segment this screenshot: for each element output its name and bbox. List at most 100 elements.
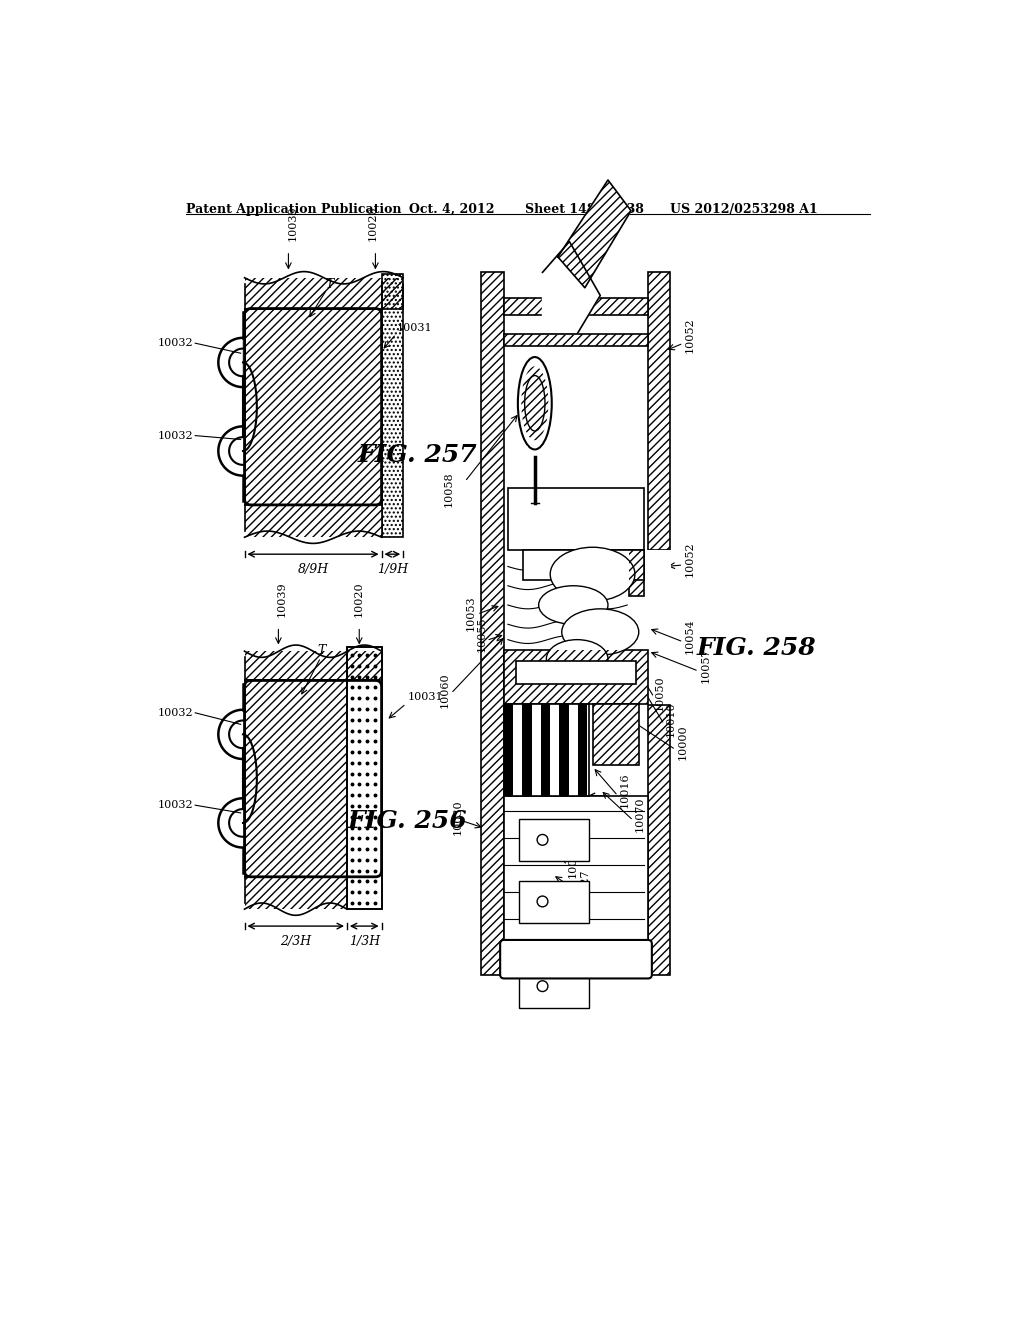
Bar [519, 880, 589, 923]
Bar [481, 272, 504, 974]
Bar [508, 488, 644, 549]
Bar [504, 649, 648, 704]
Polygon shape [558, 180, 631, 288]
Text: FIG. 257: FIG. 257 [357, 444, 477, 467]
Bar [629, 549, 644, 595]
Bar [504, 298, 648, 314]
Bar [504, 334, 648, 346]
Bar [245, 681, 347, 876]
Bar [245, 277, 403, 309]
Text: Patent Application Publication: Patent Application Publication [186, 203, 401, 216]
Text: 1/9H: 1/9H [377, 564, 408, 577]
Circle shape [538, 834, 548, 845]
Bar [481, 272, 504, 974]
Bar [519, 965, 589, 1007]
Text: 10052: 10052 [685, 541, 695, 577]
Bar [593, 704, 639, 766]
Bar [523, 549, 644, 581]
Bar [559, 704, 568, 796]
Text: 10039: 10039 [276, 581, 287, 616]
Ellipse shape [524, 376, 545, 432]
Text: 10070: 10070 [635, 797, 645, 832]
Text: 10057: 10057 [700, 647, 711, 682]
Ellipse shape [550, 548, 635, 601]
Bar [504, 298, 648, 314]
Text: 10016: 10016 [620, 772, 630, 808]
Text: 10030: 10030 [453, 799, 463, 834]
Bar [648, 272, 670, 549]
Bar [648, 705, 670, 974]
Ellipse shape [547, 640, 608, 678]
Text: 2/3H: 2/3H [281, 936, 311, 948]
Bar [513, 704, 522, 796]
Text: 10000: 10000 [677, 725, 687, 760]
Text: T: T [317, 644, 326, 656]
Text: 10039: 10039 [288, 205, 297, 240]
Text: FIG. 258: FIG. 258 [696, 636, 816, 660]
Bar [382, 275, 403, 537]
Bar [504, 649, 648, 704]
Text: 10053: 10053 [466, 595, 475, 631]
Bar [646, 549, 671, 595]
Bar [245, 651, 382, 681]
Circle shape [538, 981, 548, 991]
Text: 10032: 10032 [158, 800, 194, 810]
Text: 10052: 10052 [685, 318, 695, 354]
Circle shape [538, 896, 548, 907]
Bar [245, 876, 347, 909]
Bar [541, 704, 550, 796]
Bar [504, 796, 648, 974]
Bar [648, 705, 670, 974]
Bar [347, 647, 382, 909]
Text: 10020: 10020 [353, 581, 364, 616]
Bar [245, 309, 382, 506]
Bar [504, 704, 589, 796]
Text: 10031: 10031 [408, 693, 443, 702]
Text: 10032: 10032 [158, 338, 194, 348]
Bar [245, 876, 347, 909]
Polygon shape [543, 242, 600, 334]
Text: 10032: 10032 [158, 430, 194, 441]
Text: 10032: 10032 [158, 708, 194, 718]
Text: 10056: 10056 [508, 727, 518, 763]
Text: 10040: 10040 [568, 843, 578, 878]
FancyBboxPatch shape [500, 940, 652, 978]
Text: 10058: 10058 [444, 471, 454, 507]
Text: 10020: 10020 [368, 205, 378, 240]
Bar [522, 704, 531, 796]
Bar [245, 651, 382, 681]
Text: T: T [326, 277, 334, 290]
Bar [347, 647, 382, 909]
Ellipse shape [518, 358, 552, 450]
Bar [245, 504, 382, 537]
Bar [245, 309, 382, 506]
Text: 10055: 10055 [477, 616, 487, 652]
Text: 1/3H: 1/3H [349, 936, 380, 948]
Text: 8/9H: 8/9H [298, 564, 329, 577]
Bar [629, 549, 644, 595]
Text: 10050: 10050 [654, 676, 665, 711]
Text: US 2012/0253298 A1: US 2012/0253298 A1 [670, 203, 817, 216]
Bar [504, 334, 648, 346]
Bar [504, 704, 513, 796]
Text: 10060: 10060 [440, 672, 451, 708]
Bar [519, 818, 589, 862]
Bar [648, 272, 670, 549]
Bar [245, 504, 382, 537]
Text: Sheet 148 of 238: Sheet 148 of 238 [524, 203, 644, 216]
Bar [382, 275, 403, 537]
Text: 10027: 10027 [580, 869, 590, 904]
Bar [593, 704, 639, 766]
Ellipse shape [562, 609, 639, 655]
Bar [245, 681, 347, 876]
Ellipse shape [539, 586, 608, 624]
Bar [568, 704, 578, 796]
Text: 10031: 10031 [397, 323, 432, 333]
Bar [515, 661, 637, 684]
Text: Oct. 4, 2012: Oct. 4, 2012 [410, 203, 495, 216]
Bar [531, 704, 541, 796]
Text: 10010: 10010 [666, 701, 676, 737]
Bar [245, 277, 403, 309]
Bar [578, 704, 587, 796]
Bar [550, 704, 559, 796]
